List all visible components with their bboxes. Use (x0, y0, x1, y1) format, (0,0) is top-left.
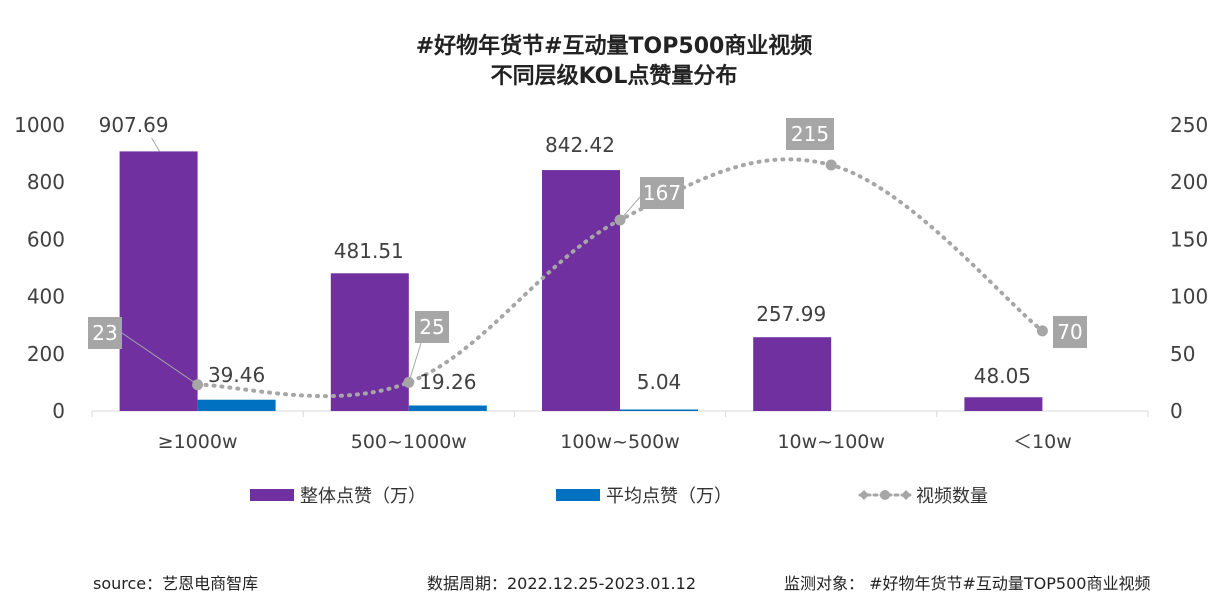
data-label-box-video-count (415, 311, 449, 343)
data-label-box-video-count (786, 118, 834, 150)
bar-total-likes (753, 337, 832, 411)
data-label-total-likes: 48.05 (974, 364, 1031, 388)
bar-total-likes (330, 273, 409, 411)
data-label-total-likes: 907.69 (99, 113, 169, 137)
data-label-total-likes: 481.51 (334, 239, 404, 263)
legend-item-avg-likes: 平均点赞（万） (556, 481, 732, 509)
bar-total-likes (964, 397, 1043, 411)
legend-swatch-video-count (858, 490, 912, 500)
y-left-tick-label: 1000 (14, 113, 65, 137)
y-right-tick-label: 250 (1170, 113, 1208, 137)
data-label-box-video-count (640, 177, 684, 209)
data-label-box-video-count (88, 317, 122, 349)
legend-swatch-avg-likes (556, 489, 600, 501)
data-label-video-count: 167 (643, 181, 681, 205)
leader-line (121, 332, 198, 386)
legend-label-avg-likes: 平均点赞（万） (606, 486, 732, 507)
x-tick-label: 10w~100w (777, 431, 884, 453)
point-video-count (1036, 325, 1048, 337)
leader-line (151, 137, 161, 152)
y-left-tick-label: 400 (27, 285, 65, 309)
leader-line (408, 342, 422, 383)
y-left-tick-label: 800 (27, 170, 65, 194)
data-label-avg-likes: 39.46 (208, 363, 265, 387)
bar-avg-likes (620, 409, 698, 411)
y-left-tick-label: 0 (52, 399, 65, 423)
legend-item-video-count: 视频数量 (858, 481, 988, 509)
data-label-box-video-count (1053, 316, 1087, 348)
data-label-video-count: 215 (791, 122, 829, 146)
bar-avg-likes (408, 405, 487, 411)
footer-source: source：艺恩电商智库 (93, 574, 259, 593)
data-label-total-likes: 842.42 (545, 133, 615, 157)
x-tick-label: 100w~500w (560, 431, 680, 453)
legend-label-video-count: 视频数量 (916, 486, 988, 507)
chart-subtitle: 不同层级KOL点赞量分布 (490, 64, 738, 89)
footer-period: 数据周期：2022.12.25-2023.01.12 (427, 574, 696, 593)
chart-title: #好物年货节#互动量TOP500商业视频 (415, 34, 813, 59)
y-right-tick-label: 50 (1170, 342, 1195, 366)
point-video-count (825, 159, 837, 171)
x-tick-label: ＜10w (1013, 431, 1072, 453)
bar-avg-likes (197, 399, 276, 411)
y-right-tick-label: 200 (1170, 170, 1208, 194)
x-tick-label: ≥1000w (158, 431, 238, 453)
legend-label-total-likes: 整体点赞（万） (300, 486, 426, 507)
bar-total-likes (119, 151, 198, 411)
data-label-avg-likes: 19.26 (419, 370, 476, 394)
legend-item-total-likes: 整体点赞（万） (250, 481, 426, 509)
y-right-tick-label: 150 (1170, 227, 1208, 251)
x-tick-label: 500~1000w (351, 431, 467, 453)
y-left-tick-label: 200 (27, 342, 65, 366)
footer-target: 监测对象： #好物年货节#互动量TOP500商业视频 (784, 574, 1151, 593)
data-label-video-count: 25 (419, 315, 444, 339)
data-label-video-count: 70 (1057, 320, 1082, 344)
data-label-total-likes: 257.99 (756, 302, 826, 326)
y-right-tick-label: 0 (1170, 399, 1183, 423)
leader-line (619, 196, 641, 221)
data-label-avg-likes: 5.04 (637, 370, 682, 394)
bar-total-likes (542, 170, 620, 411)
y-left-tick-label: 600 (27, 227, 65, 251)
y-right-tick-label: 100 (1170, 285, 1208, 309)
legend-swatch-total-likes (250, 489, 294, 501)
data-label-video-count: 23 (92, 321, 117, 345)
